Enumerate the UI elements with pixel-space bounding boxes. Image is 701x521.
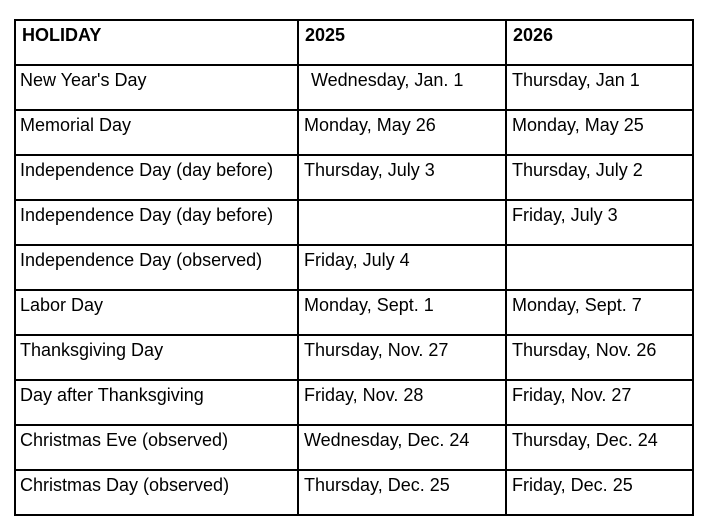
holiday-name-cell: Christmas Eve (observed) — [14, 424, 299, 471]
holiday-name-cell: Independence Day (observed) — [14, 244, 299, 291]
date-2026-cell: Friday, Nov. 27 — [505, 379, 694, 426]
column-header-holiday: HOLIDAY — [14, 19, 299, 66]
date-2025-cell: Thursday, Dec. 25 — [297, 469, 507, 516]
table-row: Day after Thanksgiving Friday, Nov. 28 F… — [14, 379, 694, 426]
date-2025-cell: Wednesday, Jan. 1 — [297, 64, 507, 111]
holiday-name-cell: Labor Day — [14, 289, 299, 336]
column-header-2026: 2026 — [505, 19, 694, 66]
date-2025-cell: Friday, Nov. 28 — [297, 379, 507, 426]
date-2025-cell: Monday, May 26 — [297, 109, 507, 156]
date-2026-cell: Thursday, July 2 — [505, 154, 694, 201]
date-2025-cell: Thursday, Nov. 27 — [297, 334, 507, 381]
date-2025-cell: Wednesday, Dec. 24 — [297, 424, 507, 471]
date-2025-cell — [297, 199, 507, 246]
date-2026-cell: Monday, May 25 — [505, 109, 694, 156]
date-2025-cell: Thursday, July 3 — [297, 154, 507, 201]
date-2026-cell: Thursday, Jan 1 — [505, 64, 694, 111]
table-row: Independence Day (day before) Friday, Ju… — [14, 199, 694, 246]
date-2026-cell: Thursday, Nov. 26 — [505, 334, 694, 381]
holiday-name-cell: Independence Day (day before) — [14, 154, 299, 201]
table-row: Christmas Day (observed) Thursday, Dec. … — [14, 469, 694, 516]
table-row: Labor Day Monday, Sept. 1 Monday, Sept. … — [14, 289, 694, 336]
column-header-2025: 2025 — [297, 19, 507, 66]
table-row: Thanksgiving Day Thursday, Nov. 27 Thurs… — [14, 334, 694, 381]
date-2026-cell: Friday, Dec. 25 — [505, 469, 694, 516]
holiday-name-cell: Thanksgiving Day — [14, 334, 299, 381]
header-row: HOLIDAY 2025 2026 — [14, 19, 694, 66]
holiday-table: HOLIDAY 2025 2026 New Year's Day Wednesd… — [14, 19, 694, 516]
holiday-name-cell: New Year's Day — [14, 64, 299, 111]
date-2026-cell: Friday, July 3 — [505, 199, 694, 246]
date-2026-cell: Monday, Sept. 7 — [505, 289, 694, 336]
table-row: Memorial Day Monday, May 26 Monday, May … — [14, 109, 694, 156]
date-2025-cell: Friday, July 4 — [297, 244, 507, 291]
holiday-name-cell: Day after Thanksgiving — [14, 379, 299, 426]
holiday-name-cell: Memorial Day — [14, 109, 299, 156]
date-2026-cell — [505, 244, 694, 291]
table-row: Independence Day (observed) Friday, July… — [14, 244, 694, 291]
holiday-name-cell: Independence Day (day before) — [14, 199, 299, 246]
table-row: New Year's Day Wednesday, Jan. 1 Thursda… — [14, 64, 694, 111]
date-2025-cell: Monday, Sept. 1 — [297, 289, 507, 336]
table-row: Independence Day (day before) Thursday, … — [14, 154, 694, 201]
date-2026-cell: Thursday, Dec. 24 — [505, 424, 694, 471]
holiday-name-cell: Christmas Day (observed) — [14, 469, 299, 516]
table-row: Christmas Eve (observed) Wednesday, Dec.… — [14, 424, 694, 471]
